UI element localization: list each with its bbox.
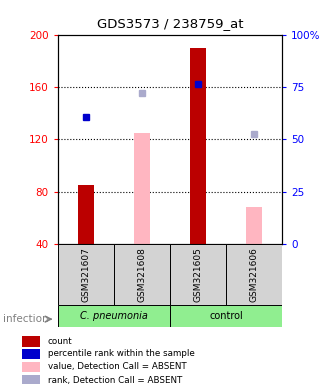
Text: infection: infection (3, 314, 49, 324)
Bar (22, 362, 40, 372)
Text: GSM321605: GSM321605 (193, 247, 203, 302)
Text: count: count (48, 337, 72, 346)
Text: GSM321608: GSM321608 (137, 247, 147, 302)
Text: percentile rank within the sample: percentile rank within the sample (48, 349, 194, 358)
Bar (190, 48, 206, 244)
Text: GDS3573 / 238759_at: GDS3573 / 238759_at (97, 17, 243, 30)
Bar (134, 132, 150, 244)
Text: control: control (209, 311, 243, 321)
Bar (170, 305, 282, 327)
Bar (226, 244, 282, 305)
Bar (58, 305, 170, 327)
Text: GSM321606: GSM321606 (249, 247, 259, 302)
Text: C. pneumonia: C. pneumonia (80, 311, 148, 321)
Bar (114, 244, 170, 305)
Bar (78, 185, 94, 244)
Text: value, Detection Call = ABSENT: value, Detection Call = ABSENT (48, 362, 186, 371)
Bar (22, 375, 40, 384)
Bar (22, 336, 40, 347)
Text: GSM321607: GSM321607 (81, 247, 90, 302)
Bar (246, 207, 262, 244)
Text: rank, Detection Call = ABSENT: rank, Detection Call = ABSENT (48, 376, 182, 384)
Bar (58, 244, 114, 305)
Bar (170, 244, 226, 305)
Bar (22, 349, 40, 359)
